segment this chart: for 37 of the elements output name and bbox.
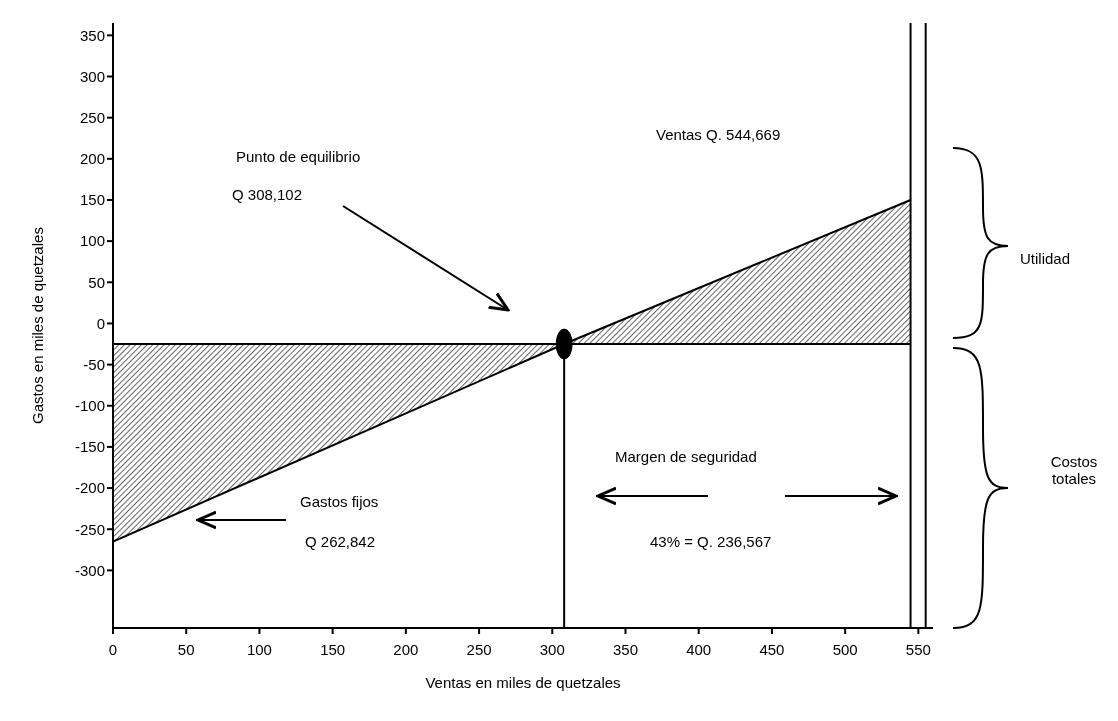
y-tick-label: -50 — [83, 355, 105, 373]
x-tick-label: 0 — [108, 640, 118, 658]
y-tick-label: 300 — [79, 67, 105, 85]
x-tick-label: 500 — [832, 640, 858, 658]
annotation: Gastos fijos — [300, 493, 379, 510]
annotation: Ventas Q. 544,669 — [656, 126, 781, 143]
annotation: Q 308,102 — [232, 186, 303, 203]
annotation: Punto de equilibrio — [236, 148, 361, 165]
x-tick-label: 450 — [759, 640, 785, 658]
y-tick-label: -150 — [74, 438, 105, 456]
y-tick-label: 0 — [96, 314, 105, 332]
x-tick-label: 50 — [177, 640, 195, 658]
y-tick-label: 250 — [79, 108, 105, 126]
y-tick-label: 350 — [79, 26, 105, 44]
y-tick-label: -250 — [74, 520, 105, 538]
annotation: Q 262,842 — [305, 533, 376, 550]
annotation: Margen de seguridad — [615, 448, 757, 465]
x-tick-label: 350 — [612, 640, 639, 658]
y-tick-label: -300 — [74, 561, 105, 579]
y-tick-label: 150 — [79, 191, 105, 209]
x-tick-label: 100 — [246, 640, 272, 658]
x-tick-label: 550 — [905, 640, 931, 658]
y-tick-label: 100 — [79, 232, 105, 250]
x-axis-title: Ventas en miles de quetzales — [425, 674, 621, 691]
x-tick-label: 150 — [320, 640, 346, 658]
x-tick-label: 250 — [466, 640, 492, 658]
text: Costos totales — [1049, 453, 1099, 487]
y-tick-label: 50 — [88, 273, 105, 291]
y-tick-label: -200 — [74, 479, 105, 497]
y-axis-title: Gastos en miles de quetzales — [29, 227, 47, 424]
annotation: 43% = Q. 236,567 — [650, 533, 772, 550]
x-tick-label: 400 — [686, 640, 712, 658]
y-tick-label: -100 — [74, 397, 105, 415]
x-tick-label: 200 — [393, 640, 419, 658]
y-tick-label: 200 — [79, 150, 105, 168]
x-tick-label: 300 — [539, 640, 565, 658]
text: Utilidad — [1020, 250, 1071, 267]
